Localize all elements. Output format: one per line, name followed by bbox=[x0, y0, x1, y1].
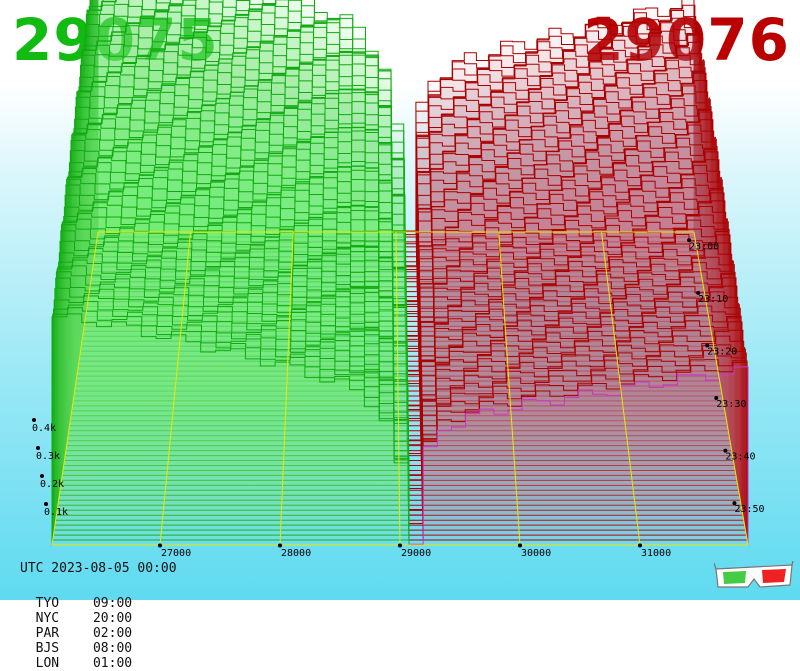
grid-line-price bbox=[498, 231, 521, 546]
time-tick-label: 23:40 bbox=[725, 452, 755, 463]
price-tick-label: 29000 bbox=[401, 548, 431, 559]
price-tick-dot bbox=[398, 543, 402, 548]
volume-tick-dot bbox=[32, 418, 36, 422]
time-tick-label: 23:00 bbox=[689, 241, 719, 252]
bid-depth-layer bbox=[57, 259, 409, 506]
volume-tick-label: 0.3k bbox=[36, 451, 60, 462]
bid-depth-layer bbox=[62, 213, 409, 471]
bid-depth-layer bbox=[58, 248, 409, 496]
ask-depth-layer bbox=[409, 360, 748, 541]
bid-depth-layer bbox=[52, 307, 410, 541]
price-tick-label: 31000 bbox=[641, 548, 671, 559]
grid-edge bbox=[51, 231, 99, 546]
bid-depth-layer bbox=[93, 0, 405, 258]
ask-depth-layer bbox=[404, 85, 709, 312]
axis-ticks: 27000 28000 29000 30000 31000 0.1k 0.2k 0.3k 0.4… bbox=[32, 238, 765, 559]
bid-depth-layer bbox=[78, 76, 407, 362]
time-tick-dot bbox=[723, 448, 728, 453]
ask-depth-layer bbox=[404, 47, 703, 278]
ask-depth-layer bbox=[405, 106, 712, 332]
time-tick-dot bbox=[696, 290, 701, 295]
volume-tick-label: 0.4k bbox=[32, 423, 56, 434]
ask-depth-layer bbox=[403, 10, 697, 243]
bid-depth-layer bbox=[58, 253, 409, 501]
ask-depth-layer bbox=[408, 335, 745, 521]
ask-depth-layer bbox=[405, 111, 713, 337]
depth-layers bbox=[51, 0, 749, 546]
price-tick-label: 30000 bbox=[521, 548, 551, 559]
ask-depth-layer bbox=[407, 271, 736, 471]
timezone-list: TYO 09:00 NYC 20:00 PAR 02:00 BJS 08:00 … bbox=[20, 581, 184, 671]
bid-depth-layer bbox=[60, 230, 409, 486]
bid-price: 29075 bbox=[12, 6, 219, 74]
3d-glasses-icon[interactable] bbox=[714, 561, 794, 591]
volume-tick-dot bbox=[44, 502, 48, 506]
time-tick-label: 23:50 bbox=[734, 504, 764, 515]
ask-depth-layer bbox=[408, 366, 749, 546]
bid-depth-layer bbox=[63, 207, 409, 466]
bid-depth-layer bbox=[55, 271, 409, 516]
ask-depth-layer bbox=[404, 67, 706, 298]
timezone-tyo: TYO 09:00 bbox=[35, 596, 133, 611]
bid-depth-layer bbox=[63, 202, 409, 461]
price-tick-dot bbox=[518, 543, 522, 548]
time-tick-dot bbox=[687, 238, 692, 243]
bid-depth-layer bbox=[68, 162, 408, 432]
price-tick-label: 27000 bbox=[161, 548, 191, 559]
ask-depth-layer bbox=[406, 242, 732, 447]
bid-depth-layer bbox=[55, 277, 410, 521]
grid-line-price bbox=[159, 231, 191, 546]
bid-depth-layer bbox=[87, 4, 406, 303]
ask-depth-layer bbox=[407, 291, 739, 486]
time-tick-label: 23:20 bbox=[707, 346, 737, 357]
price-tick-label: 28000 bbox=[281, 548, 311, 559]
utc-time: UTC 2023-08-05 00:00 bbox=[20, 561, 177, 576]
grid-line-price bbox=[279, 231, 294, 546]
volume-tick-label: 0.1k bbox=[44, 507, 68, 518]
ask-depth-layer bbox=[407, 285, 738, 481]
time-tick-dot bbox=[714, 396, 719, 401]
time-tick-dot bbox=[732, 501, 737, 506]
bid-depth-layer bbox=[65, 184, 408, 452]
price-tick-dot bbox=[278, 543, 282, 548]
ask-depth-layer bbox=[404, 72, 707, 303]
volume-tick-label: 0.2k bbox=[40, 479, 64, 490]
price-tick-dot bbox=[638, 543, 642, 548]
timezone-lon: LON 01:00 bbox=[35, 656, 133, 671]
volume-tick-dot bbox=[36, 446, 40, 450]
timezone-bjs: BJS 08:00 bbox=[35, 641, 133, 656]
time-tick-label: 23:10 bbox=[698, 294, 728, 305]
bid-depth-layer bbox=[53, 301, 410, 536]
time-tick-label: 23:30 bbox=[716, 399, 746, 410]
bid-depth-layer bbox=[53, 295, 410, 531]
grid-line-price bbox=[395, 231, 401, 546]
timezone-par: PAR 02:00 bbox=[35, 626, 133, 641]
ask-depth-layer bbox=[408, 315, 742, 506]
grid-line-price bbox=[601, 231, 641, 546]
bid-depth-layer bbox=[51, 313, 410, 546]
volume-tick-dot bbox=[40, 474, 44, 478]
price-tick-dot bbox=[158, 543, 162, 548]
grid-edge bbox=[693, 231, 749, 546]
timezone-nyc: NYC 20:00 bbox=[35, 611, 133, 626]
bid-depth-layer bbox=[97, 0, 405, 233]
ask-depth-layer bbox=[408, 321, 743, 511]
ask-depth-layer bbox=[405, 159, 720, 377]
time-tick-dot bbox=[705, 343, 710, 348]
depth-chart: 27000 28000 29000 30000 31000 0.1k 0.2k 0.3k 0.4… bbox=[32, 0, 765, 559]
ask-depth-layer bbox=[406, 234, 731, 442]
